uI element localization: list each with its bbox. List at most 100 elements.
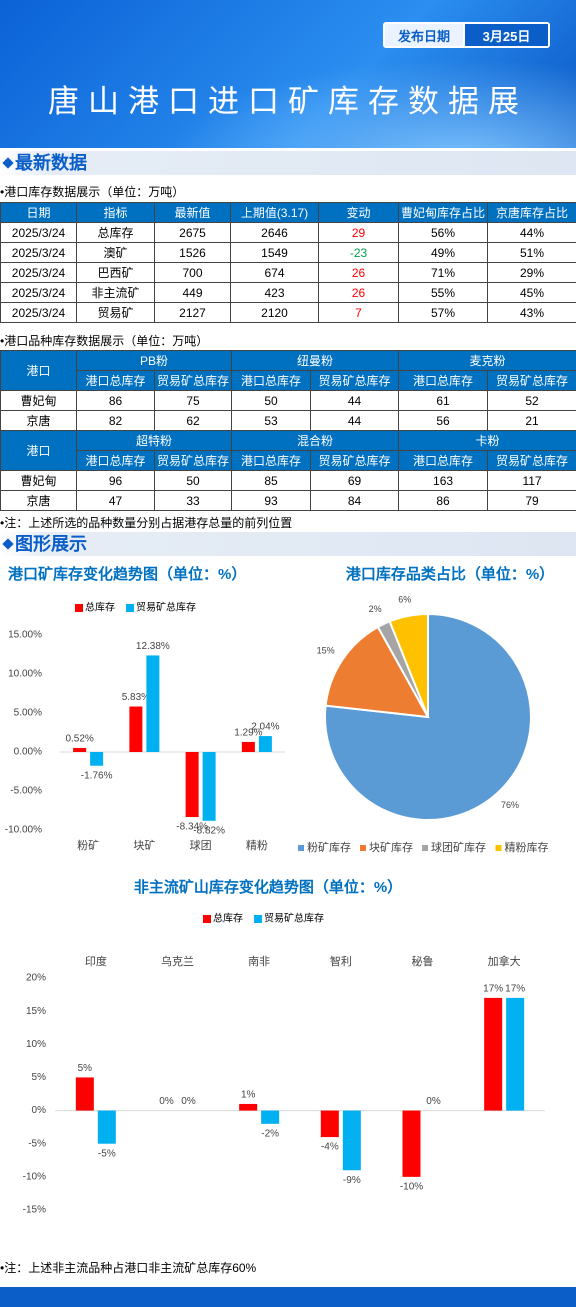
footer-bar [0, 1287, 576, 1307]
column-header: 港口总库存 [76, 450, 155, 471]
value-label: 12.38% [136, 641, 170, 652]
y-tick-label: -5% [28, 1138, 46, 1149]
cell: 85 [231, 470, 312, 491]
legend-swatch [203, 915, 211, 923]
variety-table: 港口 PB粉 纽曼粉 麦克粉 港口总库存 贸易矿总库存 港口总库存 贸易矿总库存 港口总库存 贸易… [0, 350, 576, 511]
legend-swatch [298, 845, 304, 851]
cell: 29% [487, 262, 576, 283]
date-box: 发布日期 3月25日 [383, 22, 550, 48]
pie-slice [388, 612, 429, 718]
legend-swatch [126, 604, 134, 612]
value-label: -2% [261, 1128, 279, 1139]
row: 2025/3/24 澳矿 1526 1549 -23 49% 51% [0, 242, 576, 263]
column-header: 贸易矿总库存 [310, 450, 400, 471]
y-tick-label: -5.00% [10, 786, 42, 797]
cell: 26 [318, 262, 399, 283]
y-tick-label: -10% [23, 1171, 46, 1182]
value-label: -8.34% [176, 822, 208, 833]
value-label: 5% [78, 1063, 93, 1074]
legend-swatch [254, 915, 262, 923]
caption: •港口品种库存数据展示（单位：万吨） [0, 334, 209, 348]
cell: 53 [231, 410, 312, 431]
bar [146, 655, 160, 752]
column-header: 港口总库存 [231, 370, 312, 391]
row: 2025/3/24 巴西矿 700 674 26 71% 29% [0, 262, 576, 283]
cell: 非主流矿 [76, 282, 155, 303]
cell: 449 [154, 282, 231, 303]
cell: 43% [487, 302, 576, 323]
y-tick-label: 10% [26, 1039, 46, 1050]
bar [73, 747, 87, 752]
cell: 2127 [154, 302, 231, 323]
y-tick-label: 15.00% [8, 630, 42, 641]
date-label: 发布日期 [385, 24, 463, 46]
row: 曹妃甸 96 50 85 69 163 117 [0, 470, 576, 491]
column-header: 贸易矿总库存 [153, 450, 233, 471]
cell: 55% [398, 282, 488, 303]
cell: 75 [153, 390, 233, 411]
row: 京唐 82 62 53 44 56 21 [0, 410, 576, 431]
x-tick-label: 南非 [248, 955, 270, 968]
y-tick-label: 0% [32, 1105, 47, 1116]
x-tick-label: 智利 [330, 954, 352, 968]
legend-label: 球团矿库存 [431, 840, 486, 854]
cell: 50 [153, 470, 233, 491]
row: 京唐 47 33 93 84 86 79 [0, 490, 576, 511]
y-tick-label: 5.00% [14, 708, 42, 719]
cell: 2025/3/24 [0, 262, 77, 283]
column-header: 指标 [76, 202, 155, 223]
cell: 79 [487, 490, 576, 511]
column-header: 港口总库存 [76, 370, 155, 391]
bar [506, 997, 525, 1111]
column-header: 京唐库存占比 [487, 202, 576, 223]
cell: 86 [76, 390, 155, 411]
y-tick-label: -15% [23, 1205, 46, 1216]
cell: 2646 [230, 222, 319, 243]
bar [239, 1103, 258, 1111]
value-label: -5% [98, 1148, 116, 1159]
value-label: 2.04% [251, 722, 279, 733]
product-header: 纽曼粉 [231, 350, 400, 371]
section-title: 最新数据 [15, 153, 87, 173]
product-header: 混合粉 [231, 430, 400, 451]
cell: 1549 [230, 242, 319, 263]
cell: 52 [487, 390, 576, 411]
cell: 贸易矿 [76, 302, 155, 323]
row: 2025/3/24 总库存 2675 2646 29 56% 44% [0, 222, 576, 243]
row: 2025/3/24 贸易矿 2127 2120 7 57% 43% [0, 302, 576, 323]
note: •注：上述所选的品种数量分别占据港存总量的前列位置 [0, 516, 293, 530]
product-header: PB粉 [75, 350, 233, 371]
row: 曹妃甸 86 75 50 44 61 52 [0, 390, 576, 411]
cell: 700 [154, 262, 231, 283]
y-tick-label: -10.00% [5, 825, 42, 836]
banner: 发布日期 3月25日 唐山港口进口矿库存数据展 [0, 0, 576, 148]
legend-label: 精粉库存 [505, 840, 549, 854]
cell: 2025/3/24 [0, 242, 77, 263]
cell: 33 [153, 490, 233, 511]
column-header: 港口总库存 [231, 450, 312, 471]
cell: 423 [230, 282, 319, 303]
y-tick-label: 15% [26, 1006, 46, 1017]
legend-swatch [422, 845, 428, 851]
legend-label: 贸易矿总库存 [136, 601, 196, 614]
cell: 7 [318, 302, 399, 323]
bar [320, 1110, 339, 1138]
header-row: 港口总库存 贸易矿总库存 港口总库存 贸易矿总库存 港口总库存 贸易矿总库存 [1, 450, 576, 471]
column-header: 最新值 [154, 202, 231, 223]
cell: 117 [487, 470, 576, 491]
row: 2025/3/24 非主流矿 449 423 26 55% 45% [0, 282, 576, 303]
column-header: 上期值(3.17) [230, 202, 319, 223]
section-heading: 图形展示 [0, 532, 576, 556]
port: 曹妃甸 [0, 470, 77, 491]
legend-label: 贸易矿总库存 [264, 912, 324, 925]
cell: 2025/3/24 [0, 282, 77, 303]
cell: 2675 [154, 222, 231, 243]
header-row: 港口 超特粉 混合粉 卡粉 [0, 430, 576, 471]
cell: 93 [231, 490, 312, 511]
legend-label: 总库存 [85, 601, 115, 614]
x-tick-label: 精粉 [246, 839, 268, 852]
bar [258, 736, 272, 752]
cell: 62 [153, 410, 233, 431]
value-label: 0% [159, 1096, 174, 1107]
product-header: 麦克粉 [398, 350, 576, 371]
